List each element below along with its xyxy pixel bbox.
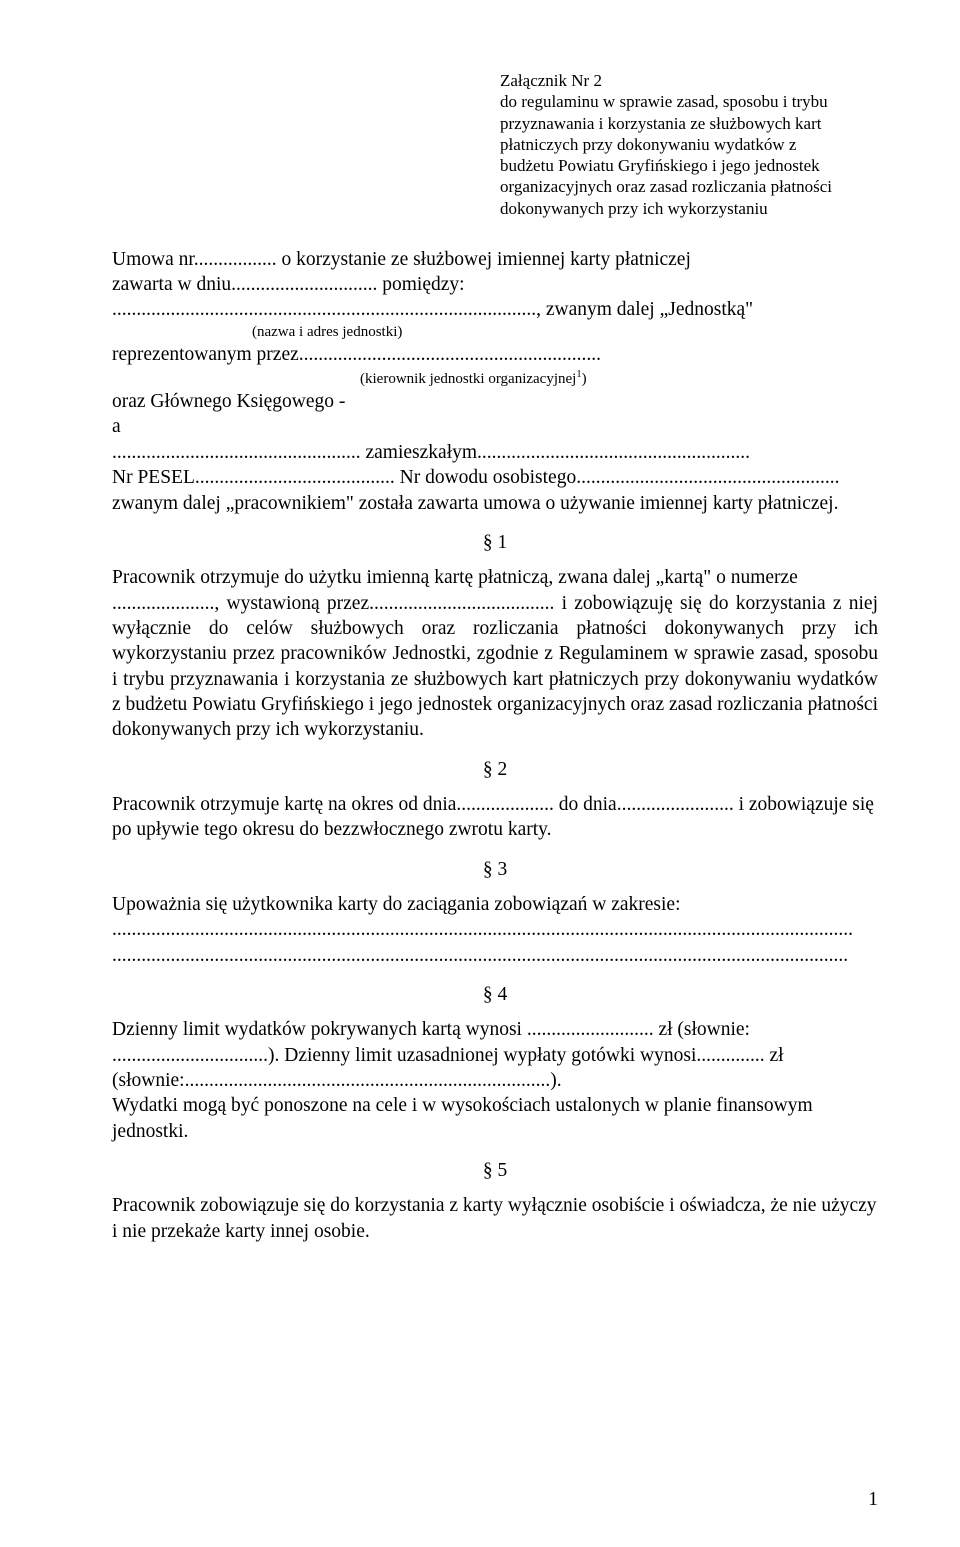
section-4-line-2: ................................). Dzien…: [112, 1043, 878, 1094]
intro-line-4: reprezentowanym przez...................…: [112, 342, 878, 367]
section-3-dots-1: ........................................…: [112, 917, 878, 942]
att-line-6: organizacyjnych oraz zasad rozliczania p…: [500, 176, 878, 197]
intro-line-5: oraz Głównego Księgowego -: [112, 389, 878, 414]
section-3-dots-2: ........................................…: [112, 943, 878, 968]
intro-line-2: zawarta w dniu..........................…: [112, 272, 878, 297]
att-line-7: dokonywanych przy ich wykorzystaniu: [500, 198, 878, 219]
intro-line-7: ........................................…: [112, 440, 878, 465]
section-3-heading: § 3: [112, 857, 878, 882]
att-line-4: płatniczych przy dokonywaniu wydatków z: [500, 134, 878, 155]
page-number: 1: [868, 1489, 878, 1511]
intro-note-2: (kierownik jednostki organizacyjnej1): [112, 368, 878, 390]
section-1-heading: § 1: [112, 530, 878, 555]
att-line-1: Załącznik Nr 2: [500, 70, 878, 91]
section-1-line-2: ....................., wystawioną przez.…: [112, 591, 878, 743]
attachment-header: Załącznik Nr 2 do regulaminu w sprawie z…: [500, 70, 878, 219]
intro-line-9: zwanym dalej „pracownikiem" została zawa…: [112, 491, 878, 516]
section-1-line-1: Pracownik otrzymuje do użytku imienną ka…: [112, 565, 878, 590]
intro-note-1: (nazwa i adres jednostki): [112, 323, 878, 343]
section-5-heading: § 5: [112, 1158, 878, 1183]
intro-line-8: Nr PESEL................................…: [112, 465, 878, 490]
intro-line-3: ........................................…: [112, 297, 878, 322]
att-line-5: budżetu Powiatu Gryfińskiego i jego jedn…: [500, 155, 878, 176]
section-5-text: Pracownik zobowiązuje się do korzystania…: [112, 1193, 878, 1244]
att-line-2: do regulaminu w sprawie zasad, sposobu i…: [500, 91, 878, 112]
section-4-line-3: Wydatki mogą być ponoszone na cele i w w…: [112, 1093, 878, 1144]
intro-line-6: a: [112, 414, 878, 439]
section-2-text: Pracownik otrzymuje kartę na okres od dn…: [112, 792, 878, 843]
section-4-line-1: Dzienny limit wydatków pokrywanych kartą…: [112, 1017, 878, 1042]
intro-line-1: Umowa nr................. o korzystanie …: [112, 247, 878, 272]
section-4-heading: § 4: [112, 982, 878, 1007]
section-3-text: Upoważnia się użytkownika karty do zacią…: [112, 892, 878, 917]
section-2-heading: § 2: [112, 757, 878, 782]
att-line-3: przyznawania i korzystania ze służbowych…: [500, 113, 878, 134]
